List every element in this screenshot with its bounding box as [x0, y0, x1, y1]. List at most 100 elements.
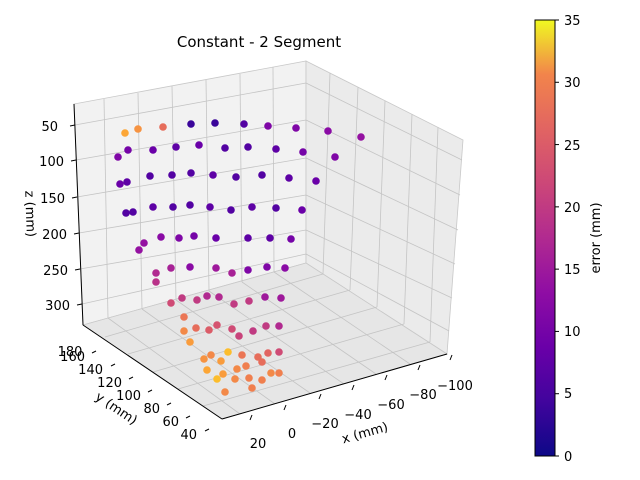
y-tick-label: 40 [180, 428, 197, 443]
data-point [312, 177, 320, 185]
data-point [228, 269, 236, 277]
data-point [187, 120, 195, 128]
data-point [298, 206, 306, 214]
data-point [152, 278, 160, 286]
data-point [258, 171, 266, 179]
data-point [244, 234, 252, 242]
data-point [232, 173, 240, 181]
data-point [217, 357, 225, 365]
data-point [190, 232, 198, 240]
chart-title: Constant - 2 Segment [177, 33, 341, 51]
data-point [140, 239, 148, 247]
data-point [292, 124, 300, 132]
data-point [213, 375, 221, 383]
data-point [207, 351, 215, 359]
data-point [213, 321, 221, 329]
data-point [157, 233, 165, 241]
data-point [187, 169, 195, 177]
data-point [272, 145, 280, 153]
data-point [116, 180, 124, 188]
data-point [203, 292, 211, 300]
data-point [238, 351, 246, 359]
data-point [219, 370, 227, 378]
y-tick-label: 140 [78, 363, 103, 378]
data-point [230, 300, 238, 308]
data-point [123, 178, 131, 186]
data-point [275, 322, 283, 330]
z-tick-label: 50 [41, 120, 58, 135]
data-point [159, 123, 167, 131]
data-point [263, 263, 271, 271]
data-point [186, 201, 194, 209]
data-point [277, 294, 285, 302]
data-point [244, 143, 252, 151]
data-point [129, 208, 137, 216]
colorbar-tick-label: 25 [564, 139, 581, 154]
data-point [149, 146, 157, 154]
data-point [233, 365, 241, 373]
data-point [212, 264, 220, 272]
y-tick-label: 60 [162, 415, 179, 430]
data-point [240, 120, 248, 128]
z-tick-label: 200 [42, 228, 67, 243]
data-points [114, 119, 365, 396]
data-point [262, 322, 270, 330]
x-tick-label: 20 [250, 437, 267, 452]
z-tick-label: 150 [40, 192, 65, 207]
data-point [275, 348, 283, 356]
y-tick-label: 80 [143, 402, 160, 417]
colorbar-tick-label: 15 [564, 263, 581, 278]
data-point [357, 133, 365, 141]
data-point [169, 203, 177, 211]
x-tick-label: −60 [377, 398, 404, 413]
data-point [180, 313, 188, 321]
data-point [264, 122, 272, 130]
data-point [249, 327, 257, 335]
z-axis-label: z (mm) [21, 190, 38, 237]
z-tick-label: 250 [43, 264, 68, 279]
axes-panes [73, 60, 464, 420]
data-point [168, 171, 176, 179]
data-point [195, 141, 203, 149]
data-point [134, 125, 142, 133]
data-point [178, 294, 186, 302]
data-point [172, 143, 180, 151]
data-point [152, 269, 160, 277]
data-point [186, 338, 194, 346]
y-tick-label: 180 [58, 345, 83, 360]
data-point [228, 325, 236, 333]
data-point [167, 264, 175, 272]
y-tick-label: 160 [60, 350, 85, 365]
data-point [267, 369, 275, 377]
colorbar-tick-label: 5 [564, 387, 572, 402]
data-point [221, 144, 229, 152]
colorbar-tick-label: 30 [564, 76, 581, 91]
data-point [180, 327, 188, 335]
data-point [146, 172, 154, 180]
x-axis-label: x (mm) [340, 420, 390, 447]
data-point [285, 174, 293, 182]
colorbar: 0 5 10 15 20 25 30 35 error (mm) [534, 14, 604, 465]
data-point [245, 297, 253, 305]
data-point [205, 326, 213, 334]
data-point [258, 376, 266, 384]
data-point [124, 146, 132, 154]
colorbar-tick-label: 0 [564, 450, 572, 465]
data-point [266, 234, 274, 242]
data-point [206, 203, 214, 211]
data-point [215, 293, 223, 301]
data-point [261, 293, 269, 301]
data-point [211, 119, 219, 127]
data-point [281, 264, 289, 272]
data-point [258, 358, 266, 366]
x-tick-label: −100 [437, 379, 473, 394]
x-axis-line [221, 353, 448, 420]
x-tick-label: 0 [288, 427, 296, 442]
data-point [149, 203, 157, 211]
data-point [135, 246, 143, 254]
data-point [287, 235, 295, 243]
colorbar-gradient [534, 19, 556, 457]
data-point [122, 209, 130, 217]
data-point [272, 204, 280, 212]
